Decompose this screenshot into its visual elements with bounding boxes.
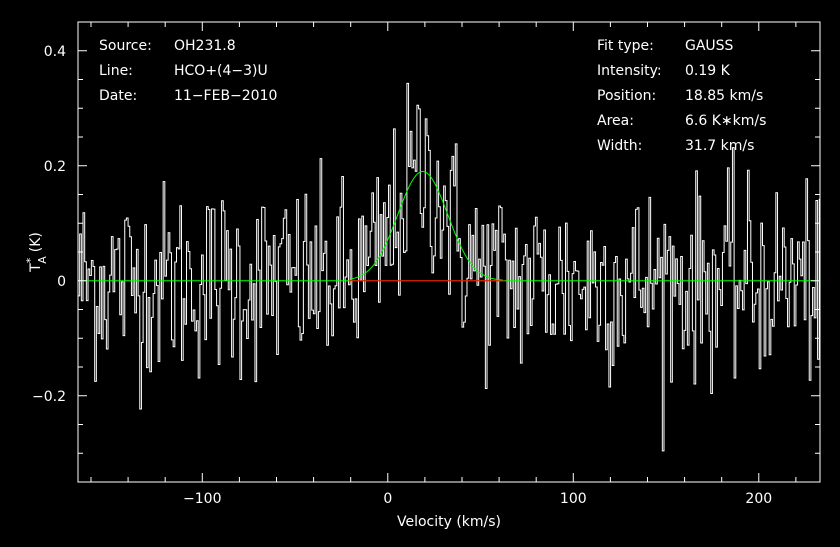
axis-ticks [78, 21, 820, 482]
info-left-key: Date: [99, 88, 137, 104]
x-tick-label: 100 [560, 491, 587, 507]
info-right-key: Area: [597, 113, 634, 129]
info-right-key: Width: [597, 138, 642, 154]
y-tick-label: 0.4 [44, 44, 66, 60]
info-right-value: GAUSS [685, 38, 734, 54]
y-axis-label: T*A (K) [24, 232, 49, 273]
fit-layer [78, 171, 820, 282]
info-right-value: 6.6 K∗km/s [685, 113, 766, 129]
axis-tick-labels: −100 0 100 200 −0.2 0 0.2 0.4 [32, 44, 772, 507]
plot-area [78, 82, 820, 452]
info-left-key: Source: [99, 38, 152, 54]
info-right-value: 0.19 K [685, 63, 731, 79]
info-left-key: Line: [99, 63, 133, 79]
header-info-left: Source: OH231.8 Line: HCO+(4−3)U Date: 11−FEB… [99, 38, 277, 104]
y-tick-label: 0 [57, 274, 66, 290]
x-tick-label: −100 [183, 491, 221, 507]
y-axis-label-sub: A [36, 256, 49, 264]
y-axis-label-unit: (K) [28, 232, 44, 252]
y-tick-label: −0.2 [32, 389, 66, 405]
info-right-value: 31.7 km/s [685, 138, 754, 154]
x-tick-label: 0 [383, 491, 392, 507]
info-left-value: OH231.8 [174, 38, 236, 54]
x-tick-label: 200 [745, 491, 772, 507]
spectrum-line [78, 82, 820, 452]
svg-text:T*A(K): T*A (K) [24, 232, 49, 273]
y-axis-label-main: T [28, 263, 44, 273]
x-axis-label: Velocity (km/s) [397, 514, 501, 530]
y-tick-label: 0.2 [44, 159, 66, 175]
info-left-value: HCO+(4−3)U [174, 63, 268, 79]
info-right-key: Fit type: [597, 38, 654, 54]
y-axis-label-sup: * [24, 257, 37, 263]
gaussian-fit-curve [350, 171, 503, 281]
info-right-value: 18.85 km/s [685, 88, 763, 104]
spectrum-layer [78, 82, 820, 452]
header-info-right: Fit type: GAUSS Intensity: 0.19 K Position: 1… [597, 38, 766, 154]
info-right-key: Position: [597, 88, 656, 104]
info-left-value: 11−FEB−2010 [174, 88, 277, 104]
info-right-key: Intensity: [597, 63, 662, 79]
